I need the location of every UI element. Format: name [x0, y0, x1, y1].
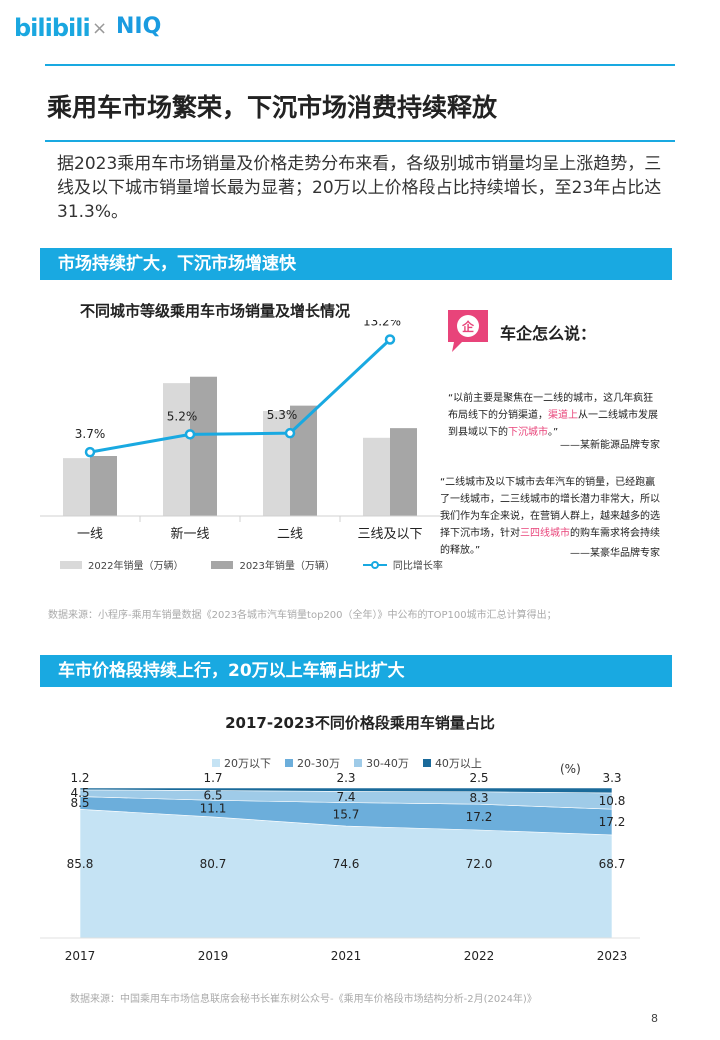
bar-2022-2	[263, 411, 290, 516]
enterprise-speech-icon: 企	[448, 310, 488, 352]
bar-2022-1	[163, 383, 190, 516]
legend-swatch-growth	[362, 560, 387, 569]
area-label-3-2: 2.3	[336, 771, 355, 785]
legend2-swatch-d	[422, 759, 431, 767]
area-label-1-2: 15.7	[333, 807, 360, 821]
area-band-3	[79, 787, 613, 794]
chart2-svg: 85.8 80.7 74.6 72.0 68.7 8.5 11.1 15.7 17.2 17.2 4…	[40, 771, 640, 963]
legend2-swatch-b	[285, 759, 293, 767]
area-label-3-1: 1.7	[203, 771, 222, 785]
growth-label-0: 3.7%	[75, 427, 106, 441]
chart2-x-label-0: 2017	[65, 949, 96, 963]
growth-point-1	[184, 429, 196, 440]
page-number: 8	[651, 1012, 658, 1025]
bar-2023-2	[290, 405, 317, 516]
chart2-unit-label: (%)	[560, 762, 581, 776]
area-label-3-4: 3.3	[602, 771, 621, 785]
area-label-0-0: 85.8	[67, 857, 94, 871]
legend-label-growth: 同比增长率	[392, 561, 443, 572]
area-label-0-3: 72.0	[466, 857, 493, 871]
bar-2023-1	[190, 376, 217, 516]
chart2-title: 2017-2023不同价格段乘用车销量占比	[225, 714, 495, 732]
title-rule-bottom	[45, 140, 675, 142]
bar-2022-3	[363, 437, 390, 516]
legend2-label-d: 40万以上	[434, 757, 482, 770]
section2-heading: 车市价格段持续上行，20万以上车辆占比扩大	[40, 655, 672, 687]
source-note-2: 数据来源：中国乘用车市场信息联席会秘书长崔东树公众号-《乘用车价格段市场结构分析…	[70, 994, 537, 1005]
growth-point-2	[284, 427, 296, 439]
chart2-legend: 20万以下 20-30万 30-40万 40万以上	[212, 755, 482, 771]
area-label-3-0: 1.2	[70, 771, 89, 785]
chart2-x-label-1: 2019	[198, 949, 229, 963]
bar-2022-0	[63, 458, 90, 516]
quote-1-author: ——某新能源品牌专家	[560, 440, 660, 451]
area-label-1-1: 11.1	[200, 802, 227, 816]
area-label-2-0: 4.5	[70, 786, 89, 800]
area-label-1-0: 8.5	[70, 796, 89, 810]
chart1-category-label-0: 一线	[77, 527, 103, 542]
legend2-label-a: 20万以下	[224, 757, 271, 770]
area-label-2-4: 10.8	[599, 794, 626, 808]
area-label-0-2: 74.6	[333, 857, 360, 871]
legend2-swatch-c	[353, 759, 362, 767]
source-note-1: 数据来源：小程序-乘用车销量数据《2023各城市汽车销量top200（全年）》中…	[48, 610, 557, 621]
chart1-title: 不同城市等级乘用车市场销量及增长情况	[80, 302, 351, 320]
legend-label-2023: 2023年销量（万辆）	[239, 561, 335, 572]
section1-heading: 市场持续扩大，下沉市场增速快	[40, 248, 672, 280]
chart1-category-label-3: 三线及以下	[357, 527, 422, 542]
chart1-category-label-1: 新一线	[170, 526, 209, 542]
legend-label-2022: 2022年销量（万辆）	[88, 561, 184, 572]
area-label-0-4: 68.7	[599, 857, 626, 871]
area-label-1-3: 17.2	[466, 810, 493, 824]
page-title: 乘用车市场繁荣，下沉市场消费持续释放	[47, 93, 498, 122]
quote-2: “二线城市及以下城市去年汽车的销量，已经跑赢了一线城市，二三线城市的增长潜力非常…	[440, 477, 660, 556]
legend2-label-b: 20-30万	[297, 757, 340, 770]
chart2-x-label-3: 2022	[464, 949, 495, 963]
legend-swatch-2022	[60, 560, 82, 569]
area-label-3-3: 2.5	[469, 771, 488, 785]
chart1-svg: 3.7% 5.2% 5.3% 13.2% 一线 新一线 二线 三线及以下	[40, 320, 440, 542]
quote-1: “以前主要是聚焦在一二线的城市，这几年疯狂布局线下的分销渠道，渠道上从一二线城市…	[448, 393, 658, 438]
area-label-2-2: 7.4	[336, 790, 355, 804]
area-label-2-3: 8.3	[469, 791, 488, 805]
growth-point-0	[84, 446, 96, 458]
area-label-0-1: 80.7	[200, 857, 227, 871]
legend2-swatch-a	[212, 759, 220, 767]
title-rule-top	[45, 64, 675, 66]
niq-logo: NIQ	[116, 14, 162, 39]
area-label-2-1: 6.5	[203, 788, 222, 802]
legend-swatch-2023	[211, 560, 234, 569]
quote-2-author: ——某豪华品牌专家	[570, 548, 660, 559]
bar-2023-0	[90, 456, 117, 516]
chart1-legend: 2022年销量（万辆） 2023年销量（万辆） 同比增长率	[60, 557, 443, 572]
svg-text:企: 企	[461, 319, 475, 334]
growth-point-3	[384, 334, 396, 345]
intro-text: 据2023乘用车市场销量及价格走势分布来看，各级别城市销量均呈上涨趋势，三线及以…	[57, 154, 662, 222]
chart1-growth-line	[89, 338, 392, 454]
legend2-label-c: 30-40万	[365, 757, 409, 770]
growth-label-2: 5.3%	[267, 408, 298, 422]
area-label-1-4: 17.2	[599, 815, 626, 829]
growth-label-1: 5.2%	[167, 409, 198, 423]
callout-title: 车企怎么说：	[500, 324, 597, 343]
chart2-x-label-2: 2021	[331, 949, 362, 963]
chart2-x-label-4: 2023	[597, 949, 628, 963]
logo-separator: ×	[92, 18, 108, 39]
bar-2023-3	[390, 428, 417, 516]
chart1-category-label-2: 二线	[277, 527, 303, 542]
growth-label-3: 13.2%	[363, 320, 401, 328]
bilibili-logo: bilibili	[14, 14, 91, 42]
